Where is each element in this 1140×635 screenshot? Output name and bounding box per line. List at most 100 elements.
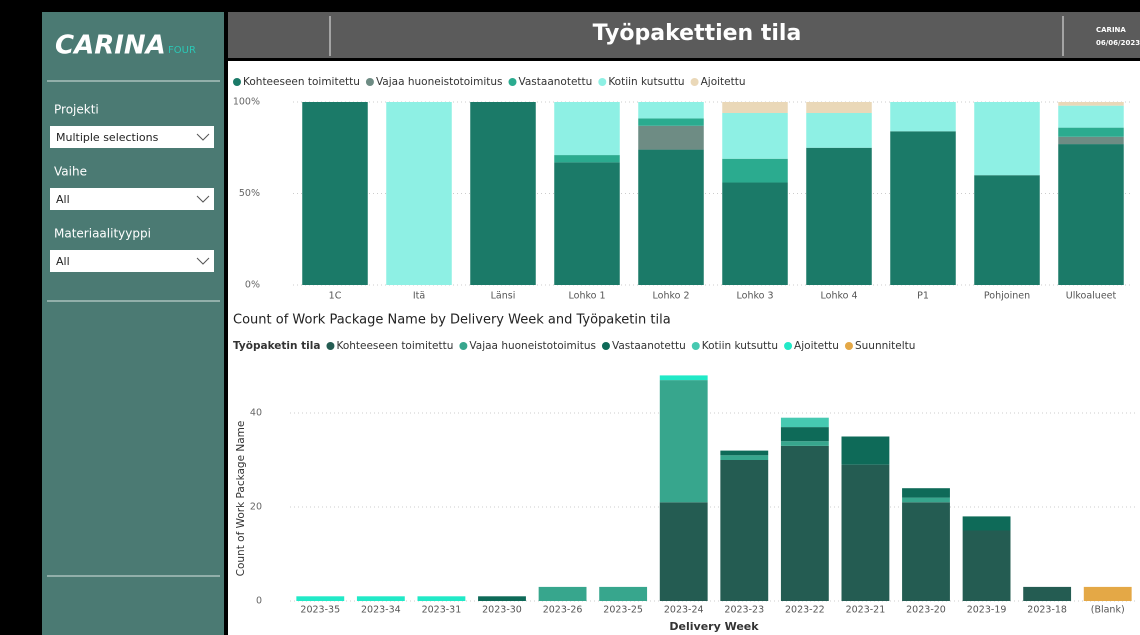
- x-tick-label: 2023-19: [967, 605, 1007, 616]
- chart-title: Count of Work Package Name by Delivery W…: [233, 313, 671, 328]
- header-bar: [228, 12, 1140, 58]
- bar-segment: [722, 102, 788, 113]
- legend-swatch: [508, 78, 517, 86]
- x-tick-label: Lohko 4: [821, 291, 858, 302]
- bar-segment: [720, 450, 769, 456]
- legend-swatch: [844, 342, 853, 350]
- bar-segment: [780, 417, 829, 428]
- bar-segment: [638, 118, 704, 126]
- bar-segment: [722, 158, 788, 183]
- x-tick-label: 2023-31: [422, 605, 462, 616]
- x-tick-label: Länsi: [491, 291, 516, 302]
- bar-segment: [720, 455, 769, 460]
- x-tick-label: 2023-22: [785, 605, 825, 616]
- bar-segment: [638, 102, 704, 119]
- x-tick-label: 2023-30: [482, 605, 522, 616]
- filter-dropdown[interactable]: [50, 250, 214, 272]
- y-tick-label: 0: [256, 596, 262, 607]
- sidebar: CARINA FOUR: [42, 12, 224, 635]
- bar-segment: [302, 102, 368, 285]
- y-tick-label: 20: [250, 502, 262, 513]
- header-title: Työpakettien tila: [593, 21, 802, 46]
- bar-segment: [902, 497, 950, 503]
- bar-segment: [780, 445, 829, 601]
- bar-segment: [1058, 102, 1124, 106]
- x-tick-label: 2023-20: [906, 605, 946, 616]
- x-tick-label: Ulkoalueet: [1066, 291, 1117, 302]
- x-tick-label: (Blank): [1091, 605, 1125, 616]
- legend-label: Vajaa huoneistotoimitus: [469, 340, 596, 352]
- filter-label: Vaihe: [54, 165, 87, 179]
- bar-segment: [962, 516, 1011, 531]
- bar-segment: [890, 131, 956, 285]
- bar-segment: [638, 125, 704, 150]
- legend-label: Kotiin kutsuttu: [608, 76, 684, 88]
- legend-swatch: [690, 78, 699, 86]
- legend-label: Kohteeseen toimitettu: [336, 340, 453, 352]
- filter-dropdown[interactable]: [50, 126, 214, 148]
- bar-segment: [780, 441, 829, 446]
- bar-segment: [554, 155, 620, 163]
- header-brand: CARINA: [1096, 26, 1126, 34]
- legend-label: Kotiin kutsuttu: [702, 340, 778, 352]
- filter-dropdown[interactable]: [50, 188, 214, 210]
- bar-segment: [722, 182, 788, 285]
- y-tick-label: 50%: [239, 188, 260, 199]
- bar-segment: [841, 436, 890, 465]
- y-axis-title: Count of Work Package Name: [235, 421, 247, 577]
- x-tick-label: 2023-34: [361, 605, 401, 616]
- legend-label: Vajaa huoneistotoimitus: [376, 76, 503, 88]
- bar-segment: [386, 102, 452, 285]
- bar-segment: [780, 427, 829, 442]
- legend-swatch: [233, 78, 241, 86]
- legend-swatch: [691, 342, 700, 350]
- sidebar-bg: [42, 12, 224, 635]
- x-tick-label: Lohko 2: [653, 291, 690, 302]
- x-tick-label: P1: [917, 291, 929, 302]
- legend-title: Työpaketin tila: [233, 340, 320, 352]
- bar-segment: [1058, 136, 1124, 145]
- bar-segment: [902, 488, 950, 498]
- filter-label: Materiaalityyppi: [54, 227, 151, 241]
- legend-swatch: [784, 342, 793, 350]
- bar-segment: [470, 102, 536, 285]
- x-tick-label: Pohjoinen: [984, 291, 1030, 302]
- chevron: [196, 133, 210, 141]
- bar-segment: [417, 596, 466, 601]
- legend-swatch: [459, 342, 468, 350]
- bar-segment: [659, 502, 708, 601]
- y-tick-label: 40: [250, 408, 262, 419]
- bar-segment: [478, 596, 526, 601]
- x-tick-label: Lohko 3: [737, 291, 774, 302]
- x-tick-label: 2023-23: [724, 605, 764, 616]
- chevron: [196, 195, 210, 203]
- bar-segment: [356, 596, 405, 601]
- x-axis-title: Delivery Week: [669, 620, 759, 633]
- filter-value: All: [56, 255, 70, 268]
- legend-swatch: [365, 78, 374, 86]
- x-tick-label: 2023-18: [1027, 605, 1067, 616]
- bar-segment: [296, 596, 345, 601]
- bar-segment: [1058, 127, 1124, 137]
- header-date: 06/06/2023: [1096, 39, 1140, 47]
- bar-segment: [806, 147, 872, 285]
- legend-swatch: [601, 342, 610, 350]
- bar-segment: [890, 102, 956, 132]
- filter-value: Multiple selections: [56, 131, 159, 144]
- bar-segment: [638, 149, 704, 285]
- bar-segment: [538, 586, 587, 601]
- bar-segment: [554, 102, 620, 156]
- x-tick-label: Lohko 1: [569, 291, 606, 302]
- bar-segment: [1058, 144, 1124, 285]
- y-tick-label: 100%: [233, 97, 260, 108]
- legend-swatch: [326, 342, 335, 350]
- bar-segment: [902, 502, 950, 601]
- bar-segment: [841, 464, 890, 601]
- bar-segment: [962, 530, 1011, 601]
- legend-label: Suunniteltu: [855, 340, 915, 352]
- x-tick-label: 2023-24: [664, 605, 704, 616]
- legend-label: Kohteeseen toimitettu: [243, 76, 360, 88]
- legend-label: Vastaanotettu: [519, 76, 593, 88]
- bar-segment: [659, 380, 708, 503]
